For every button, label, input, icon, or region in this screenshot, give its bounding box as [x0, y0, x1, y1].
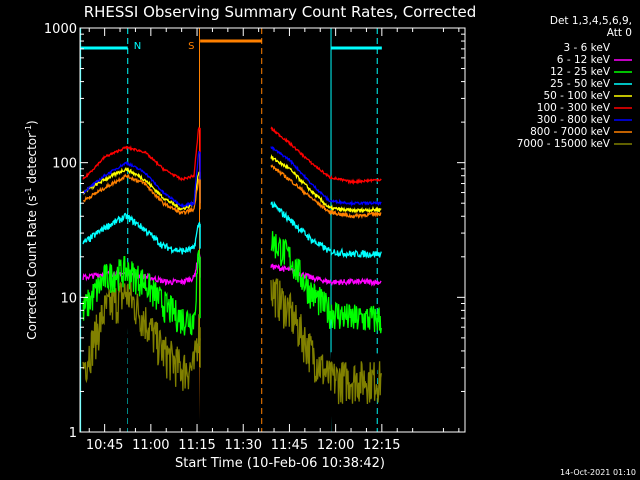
- series-line-4: [270, 200, 382, 260]
- legend-header: Att 0: [607, 27, 632, 39]
- axes-group: 1 10 100 1000 10:45 11:00 11:15 11:30 11:45 12:00…: [44, 22, 466, 453]
- x-tick-label: 11:45: [271, 438, 308, 453]
- flag-label: N: [134, 41, 141, 52]
- legend-entry-label: 3 - 6 keV: [563, 42, 610, 54]
- x-tick-label: 11:30: [225, 438, 262, 453]
- series-line-3: [82, 250, 201, 336]
- series-line-8: [82, 173, 201, 216]
- legend-entry-label: 25 - 50 keV: [550, 78, 611, 90]
- x-tick-label: 12:15: [363, 438, 400, 453]
- series-line-5: [82, 166, 201, 211]
- y-tick-label: 100: [52, 157, 77, 172]
- series-line-5: [270, 153, 382, 214]
- x-tick-label: 12:00: [317, 438, 354, 453]
- series-group: [82, 126, 382, 439]
- legend-entry-label: 300 - 800 keV: [537, 114, 611, 126]
- x-tick-label: 10:45: [86, 438, 123, 453]
- x-axis-label: Start Time (10-Feb-06 10:38:42): [175, 456, 385, 471]
- series-line-7: [82, 150, 201, 209]
- x-tick-label: 11:15: [178, 438, 215, 453]
- series-line-9: [270, 278, 382, 405]
- series-line-6: [82, 126, 201, 182]
- chart-title: RHESSI Observing Summary Count Rates, Co…: [84, 3, 477, 21]
- series-line-2: [270, 263, 382, 287]
- y-axis-label: Corrected Count Rate (s-1 detector-1): [24, 120, 39, 339]
- legend-entry-label: 800 - 7000 keV: [530, 126, 611, 138]
- series-line-6: [270, 126, 382, 186]
- legend-entry-label: 12 - 25 keV: [550, 66, 611, 78]
- series-line-4: [82, 212, 201, 255]
- legend-entry-label: 7000 - 15000 keV: [517, 138, 611, 150]
- series-line-9: [82, 281, 201, 391]
- legend-entry-label: 100 - 300 keV: [537, 102, 611, 114]
- legend-header: Det 1,3,4,5,6,9,: [550, 15, 632, 27]
- legend-entry-label: 6 - 12 keV: [557, 54, 611, 66]
- y-tick-label: 1: [69, 426, 77, 441]
- flag-label: S: [188, 41, 194, 52]
- series-line-3: [270, 231, 382, 334]
- legend-entry-label: 50 - 100 keV: [543, 90, 610, 102]
- plot-frame: [79, 27, 466, 433]
- series-line-7: [270, 145, 382, 207]
- y-tick-label: 10: [60, 291, 77, 306]
- series-line-8: [270, 164, 382, 220]
- x-tick-label: 11:00: [132, 438, 169, 453]
- timestamp-annotation: 14-Oct-2021 01:10: [560, 468, 636, 477]
- y-tick-label: 1000: [44, 22, 77, 37]
